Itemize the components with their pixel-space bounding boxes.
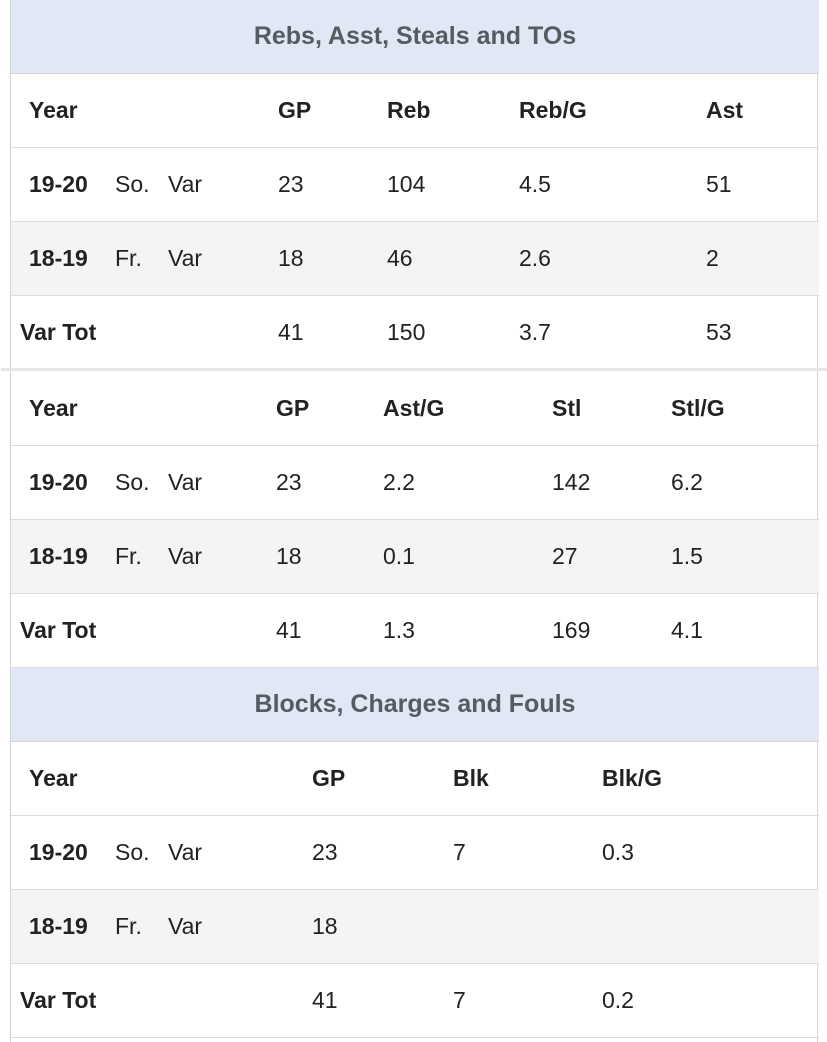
row-gp: 23 [276,469,302,495]
row-class: Fr. [115,543,142,569]
row-stl-per-game: 6.2 [671,469,703,495]
col-year: Year [29,97,78,123]
col-gp: GP [276,395,310,421]
total-reb: 150 [387,319,426,345]
table-row: 19-20 So. Var 23 2.2 142 6.2 [11,446,819,520]
table2-header-row: Year GP Ast/G Stl Stl/G [11,372,819,446]
col-reb-per-game: Reb/G [519,97,587,123]
col-ast-per-game: Ast/G [383,395,445,421]
row-level: Var [168,913,203,939]
table-total-row: Var Tot 41 1.3 169 4.1 [11,594,819,668]
row-reb-per-game: 4.5 [519,171,551,197]
row-level: Var [168,839,203,865]
section-title-blocks: Blocks, Charges and Fouls [11,668,819,742]
row-stl: 142 [552,469,591,495]
total-label: Var Tot [20,319,97,345]
row-ast-per-game: 2.2 [383,469,415,495]
row-level: Var [168,171,203,197]
total-label: Var Tot [20,617,97,643]
table1-header-row: Year GP Reb Reb/G Ast [11,74,819,148]
row-year: 19-20 [29,469,88,495]
row-year: 18-19 [29,913,88,939]
total-gp: 41 [278,319,304,345]
row-level: Var [168,245,203,271]
row-ast-per-game: 0.1 [383,543,415,569]
row-reb: 46 [387,245,413,271]
table-row: 18-19 Fr. Var 18 0.1 27 1.5 [11,520,819,594]
row-year: 18-19 [29,543,88,569]
row-gp: 23 [312,839,338,865]
table-total-row: Var Tot 41 7 0.2 [11,964,819,1038]
col-blk-per-game: Blk/G [602,765,663,791]
row-stl: 27 [552,543,578,569]
total-label: Var Tot [20,987,97,1013]
total-blk: 7 [453,987,466,1013]
table-divider [1,368,827,371]
col-gp: GP [312,765,346,791]
row-gp: 18 [278,245,304,271]
row-year: 18-19 [29,245,88,271]
row-blk: 7 [453,839,466,865]
row-class: So. [115,171,150,197]
row-blk-per-game: 0.3 [602,839,634,865]
total-blk-per-game: 0.2 [602,987,634,1013]
col-year: Year [29,765,78,791]
section-title-rebs: Rebs, Asst, Steals and TOs [11,0,819,74]
row-reb-per-game: 2.6 [519,245,551,271]
col-gp: GP [278,97,312,123]
row-class: So. [115,469,150,495]
row-level: Var [168,543,203,569]
row-class: So. [115,839,150,865]
row-gp: 18 [312,913,338,939]
row-gp: 18 [276,543,302,569]
col-reb: Reb [387,97,431,123]
total-reb-per-game: 3.7 [519,319,551,345]
row-ast: 51 [706,171,732,197]
row-gp: 23 [278,171,304,197]
total-stl-per-game: 4.1 [671,617,703,643]
total-gp: 41 [312,987,338,1013]
table-total-row: Var Tot 41 150 3.7 53 [11,296,819,370]
row-year: 19-20 [29,171,88,197]
row-ast: 2 [706,245,719,271]
table3-header-row: Year GP Blk Blk/G [11,742,819,816]
col-stl: Stl [552,395,582,421]
col-stl-per-game: Stl/G [671,395,725,421]
table-row: 19-20 So. Var 23 104 4.5 51 [11,148,819,222]
table-row: 19-20 So. Var 23 7 0.3 [11,816,819,890]
row-class: Fr. [115,913,142,939]
table-row: 18-19 Fr. Var 18 [11,890,819,964]
row-year: 19-20 [29,839,88,865]
total-ast-per-game: 1.3 [383,617,415,643]
total-ast: 53 [706,319,732,345]
row-stl-per-game: 1.5 [671,543,703,569]
total-stl: 169 [552,617,591,643]
col-blk: Blk [453,765,489,791]
table-row: 18-19 Fr. Var 18 46 2.6 2 [11,222,819,296]
total-gp: 41 [276,617,302,643]
row-class: Fr. [115,245,142,271]
col-ast: Ast [706,97,744,123]
row-level: Var [168,469,203,495]
row-reb: 104 [387,171,426,197]
col-year: Year [29,395,78,421]
